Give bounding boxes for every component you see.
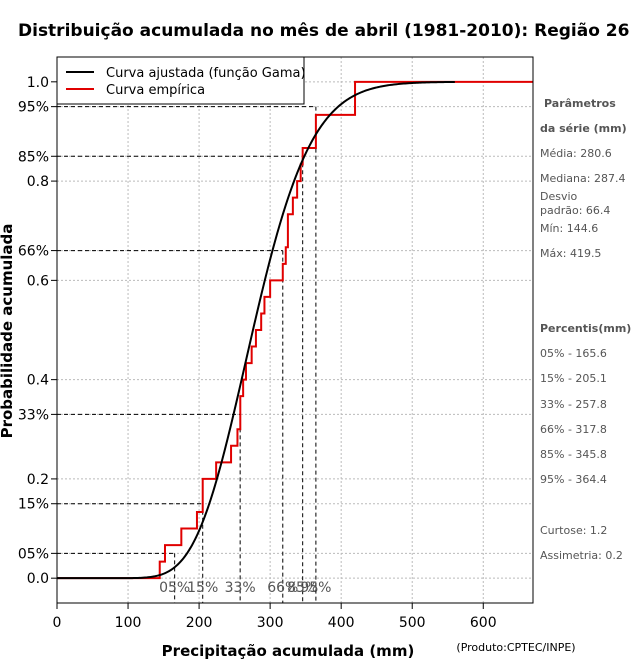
stat-curtose: Curtose: 1.2 bbox=[540, 524, 607, 537]
legend-box bbox=[56, 56, 305, 105]
x-tick-label: 200 bbox=[186, 615, 213, 631]
chart-title: Distribuição acumulada no mês de abril (… bbox=[18, 21, 629, 41]
percentil-33: 33% - 257.8 bbox=[540, 398, 607, 411]
y-tick-label: 0.4 bbox=[27, 373, 49, 389]
percentile-marker-label: 66% bbox=[267, 580, 298, 596]
percentile-marker-label: 85% bbox=[287, 580, 318, 596]
stat-assimetria: Assimetria: 0.2 bbox=[540, 549, 623, 562]
y-tick-label: 15% bbox=[18, 497, 49, 513]
percentis-heading: Percentis(mm) bbox=[540, 322, 631, 335]
y-tick-label: 0.6 bbox=[27, 273, 49, 289]
x-tick-label: 0 bbox=[53, 615, 62, 631]
x-axis-label: Precipitação acumulada (mm) bbox=[162, 642, 415, 660]
params-heading-1: Parâmetros bbox=[544, 97, 616, 110]
x-tick-label: 500 bbox=[399, 615, 426, 631]
percentil-05: 05% - 165.6 bbox=[540, 347, 607, 360]
legend: Curva ajustada (função Gama) Curva empír… bbox=[56, 56, 306, 105]
x-tick-label: 600 bbox=[470, 615, 497, 631]
stat-desvio-line1: Desvio bbox=[540, 190, 578, 203]
x-tick-label: 300 bbox=[257, 615, 284, 631]
legend-fitted-label: Curva ajustada (função Gama) bbox=[106, 66, 306, 81]
params-heading-2: da série (mm) bbox=[540, 122, 627, 135]
y-tick-label: 33% bbox=[18, 407, 49, 423]
stat-max: Máx: 419.5 bbox=[540, 247, 601, 260]
fitted-gamma-curve bbox=[57, 80, 455, 580]
stats-panel: Parâmetros da série (mm) Média: 280.6 Me… bbox=[540, 97, 631, 562]
y-tick-label: 0.8 bbox=[27, 174, 49, 190]
y-axis-ticks: 0.0 05% 15% 0.2 33% 0.4 0.6 66% 0.8 85% 95% 1.0 bbox=[18, 75, 57, 587]
stat-desvio-line2: padrão: 66.4 bbox=[540, 204, 610, 217]
percentil-85: 85% - 345.8 bbox=[540, 448, 607, 461]
legend-empirical-label: Curva empírica bbox=[106, 83, 205, 98]
empirical-curve bbox=[57, 80, 533, 580]
percentile-marker-label: 95% bbox=[300, 580, 331, 596]
y-tick-label: 0.2 bbox=[27, 472, 49, 488]
stat-mediana: Mediana: 287.4 bbox=[540, 172, 625, 185]
y-tick-label: 66% bbox=[18, 244, 49, 260]
x-tick-label: 100 bbox=[115, 615, 142, 631]
percentil-66: 66% - 317.8 bbox=[540, 423, 607, 436]
credit-text: (Produto:CPTEC/INPE) bbox=[456, 641, 575, 654]
series bbox=[57, 80, 533, 580]
y-tick-label: 05% bbox=[18, 546, 49, 562]
grid bbox=[56, 57, 533, 603]
percentil-95: 95% - 364.4 bbox=[540, 473, 607, 486]
percentile-marker-label: 05% bbox=[159, 580, 190, 596]
percentil-15: 15% - 205.1 bbox=[540, 372, 607, 385]
percentile-marker-label: 15% bbox=[187, 580, 218, 596]
x-tick-label: 400 bbox=[328, 615, 355, 631]
x-axis-ticks: 0 100 200 300 400 500 600 bbox=[53, 603, 497, 631]
percentile-guides: 05%15% 33% 66%85%95% bbox=[57, 106, 331, 603]
y-axis-label: Probabilidade acumulada bbox=[0, 224, 16, 439]
y-tick-label: 1.0 bbox=[27, 75, 49, 91]
stat-min: Mín: 144.6 bbox=[540, 222, 598, 235]
y-tick-label: 0.0 bbox=[27, 571, 49, 587]
percentile-marker-label: 33% bbox=[225, 580, 256, 596]
stat-media: Média: 280.6 bbox=[540, 147, 612, 160]
y-tick-label: 85% bbox=[18, 149, 49, 165]
y-tick-label: 95% bbox=[18, 100, 49, 116]
